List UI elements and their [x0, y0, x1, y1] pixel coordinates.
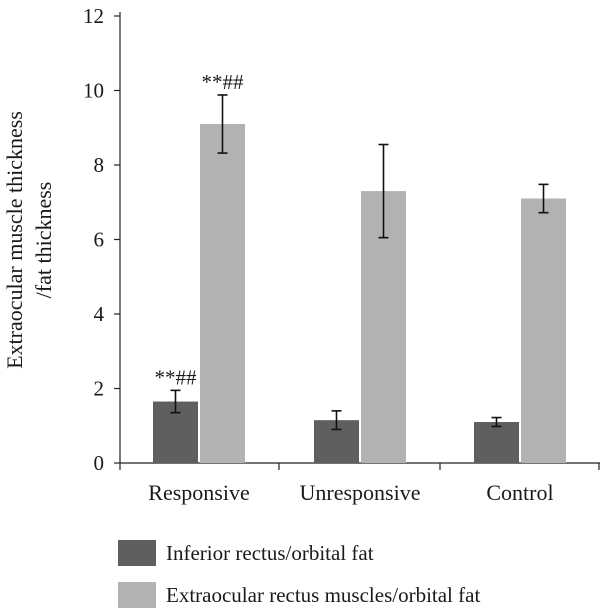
bars: **## **##: [153, 70, 566, 464]
legend-label: Extraocular rectus muscles/orbital fat: [166, 583, 480, 607]
bar: [200, 124, 245, 464]
x-tick-label: Control: [486, 480, 553, 505]
y-tick-label: 0: [94, 451, 105, 475]
y-axis-label-line: Extraocular muscle thickness: [2, 111, 27, 369]
significance-annotation: **##: [202, 70, 245, 94]
legend-swatch: [118, 582, 156, 608]
y-tick-label: 6: [94, 228, 105, 252]
bar: [521, 198, 566, 463]
legend-label: Inferior rectus/orbital fat: [166, 541, 374, 565]
significance-annotation: **##: [155, 365, 198, 389]
x-tick-label: Responsive: [148, 480, 249, 505]
bar: [474, 422, 519, 463]
axes: 0 2 4 6 8 10 12 Responsive Unresponsive Control: [83, 4, 600, 505]
y-tick-label: 10: [83, 79, 104, 103]
legend: Inferior rectus/orbital fat Extraocular r…: [118, 540, 480, 608]
y-tick-label: 12: [83, 4, 104, 28]
y-axis-label: Extraocular muscle thickness/fat thickne…: [2, 111, 56, 369]
y-tick-label: 4: [94, 302, 105, 326]
x-tick-label: Unresponsive: [300, 480, 421, 505]
y-axis-label-line: /fat thickness: [31, 182, 56, 299]
legend-swatch: [118, 540, 156, 566]
y-tick-label: 2: [94, 377, 105, 401]
y-tick-label: 8: [94, 153, 105, 177]
